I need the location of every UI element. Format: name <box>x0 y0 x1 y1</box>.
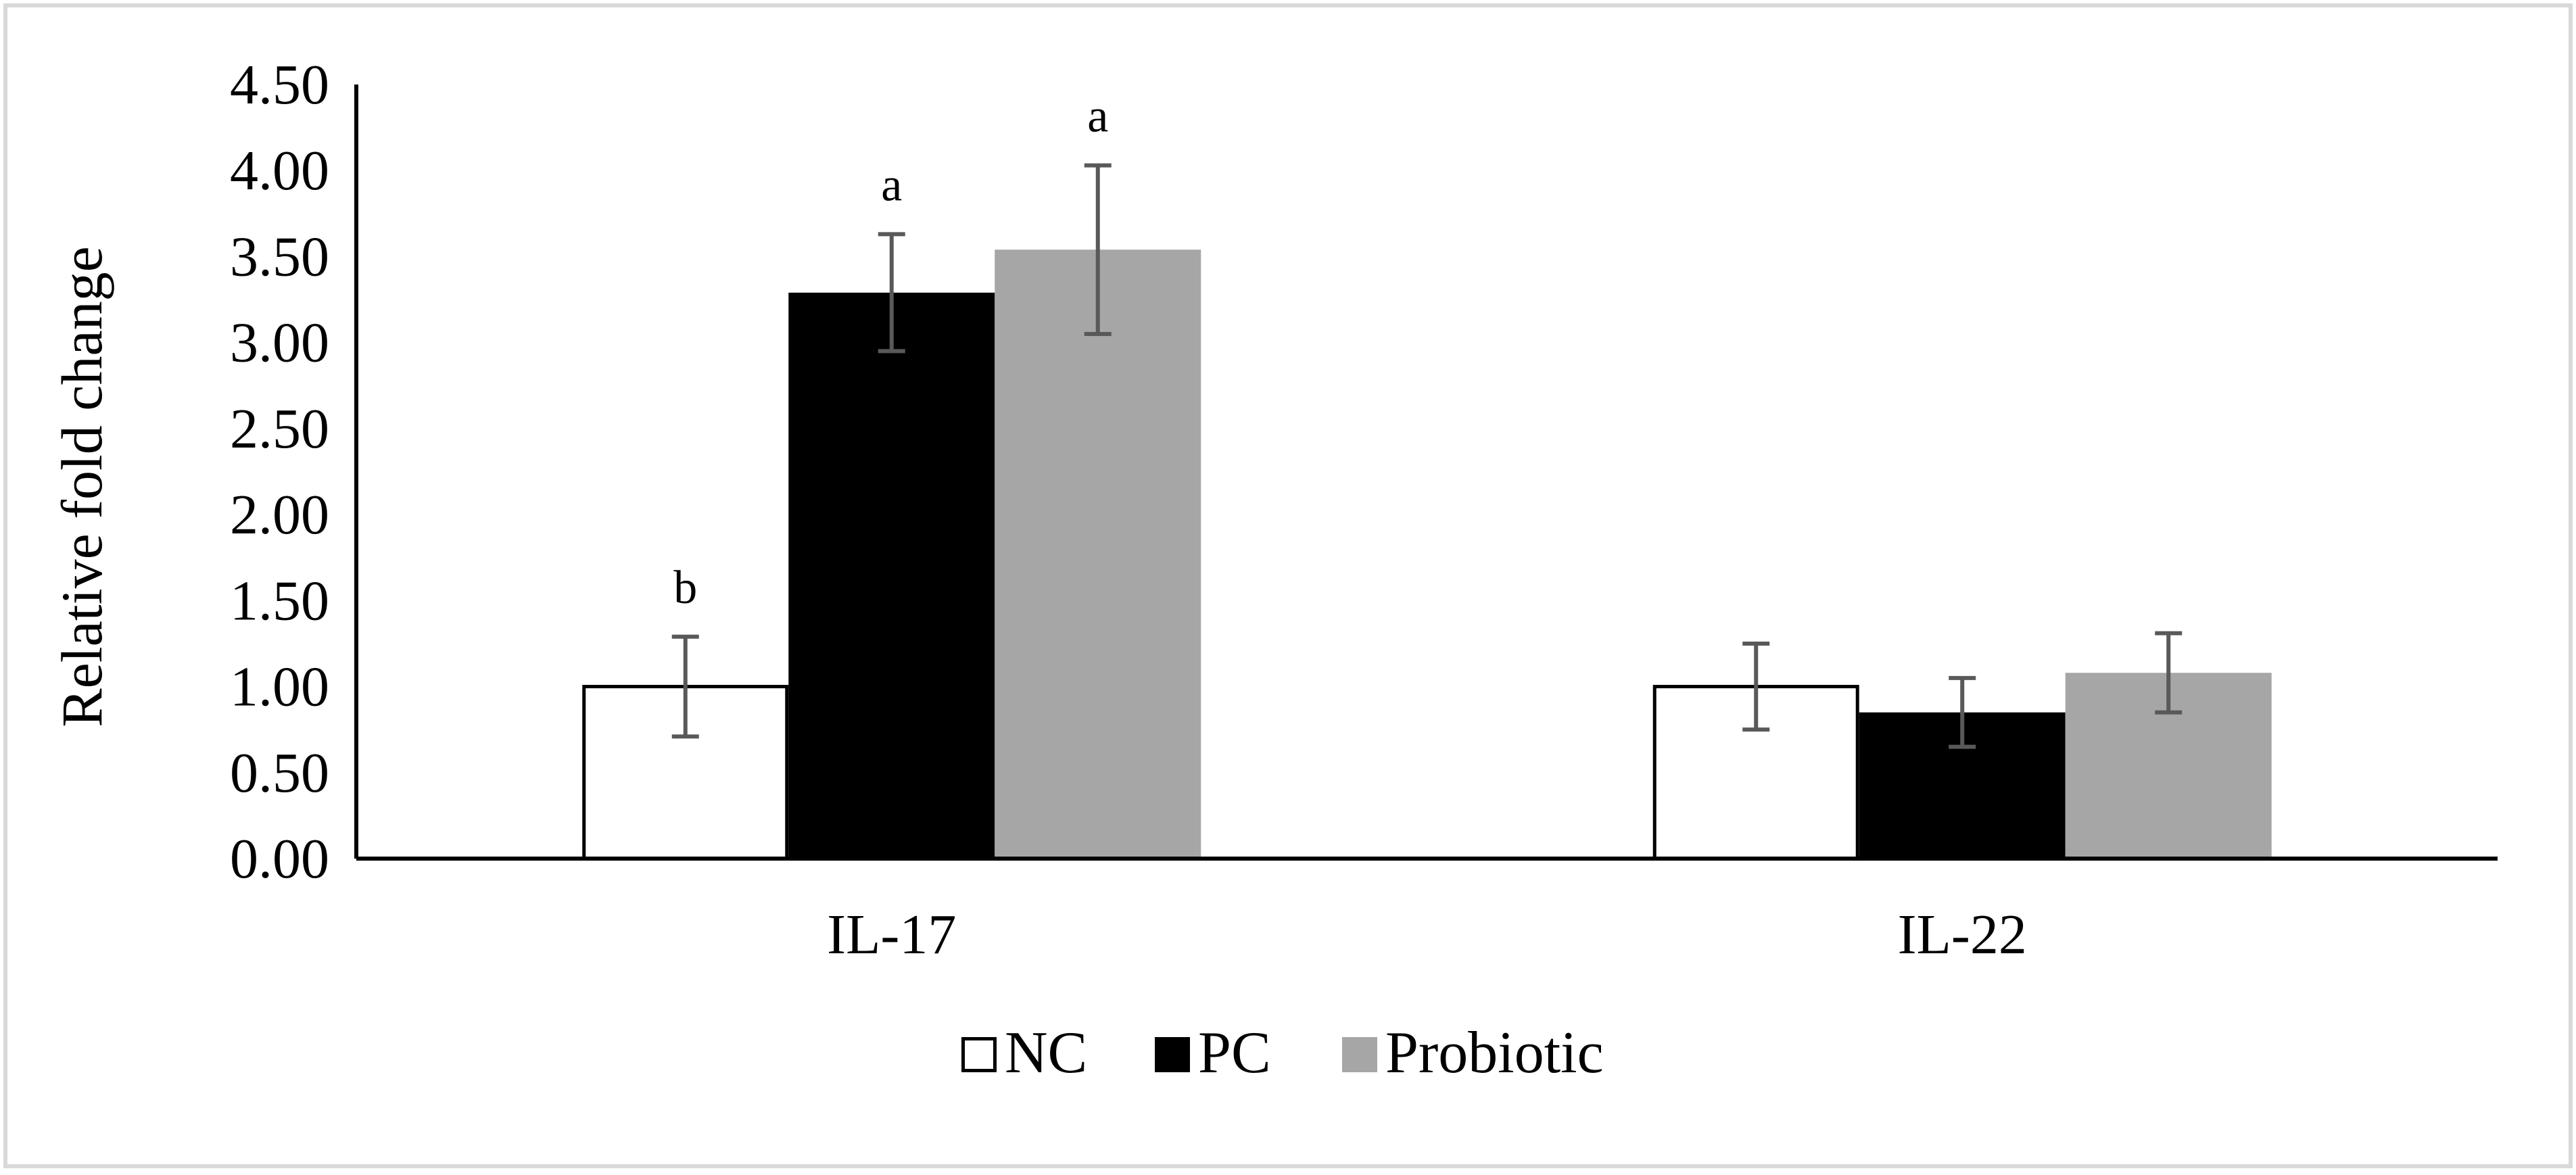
significance-letters: b a a <box>673 91 1108 614</box>
y-tick-label: 0.00 <box>230 828 329 890</box>
error-bar-group <box>671 163 2183 749</box>
y-tick-label: 0.50 <box>230 742 329 805</box>
legend-swatch-nc <box>961 1037 997 1072</box>
legend-label-nc: NC <box>1005 1020 1087 1086</box>
y-axis-title: Relative fold change <box>49 246 114 727</box>
y-tick-label: 2.00 <box>230 483 329 546</box>
y-tick-label: 4.50 <box>230 53 329 116</box>
x-axis-categories: IL-17 IL-22 <box>827 903 2027 966</box>
x-category-label: IL-17 <box>827 903 956 966</box>
bar-probiotic-il-17 <box>995 249 1201 859</box>
figure-border <box>3 3 2573 1168</box>
bar-pc-il-17 <box>788 292 995 859</box>
legend-swatch-pc <box>1155 1037 1190 1072</box>
legend: NC PC Probiotic <box>961 1020 1604 1086</box>
legend-swatch-probiotic <box>1342 1037 1377 1072</box>
significance-letter: b <box>673 562 697 614</box>
bar-group <box>582 249 2272 861</box>
y-tick-label: 2.50 <box>230 398 329 460</box>
y-tick-label: 4.00 <box>230 139 329 202</box>
legend-label-pc: PC <box>1198 1020 1271 1086</box>
significance-letter: a <box>1087 91 1108 143</box>
y-tick-label: 3.50 <box>230 225 329 288</box>
y-axis-ticks: 0.00 0.50 1.00 1.50 2.00 2.50 3.00 3.50 4.00 4.50 <box>230 53 329 890</box>
x-category-label: IL-22 <box>1898 903 2027 966</box>
y-tick-label: 1.50 <box>230 569 329 632</box>
y-tick-label: 3.00 <box>230 312 329 375</box>
significance-letter: a <box>881 159 902 211</box>
legend-label-probiotic: Probiotic <box>1385 1020 1604 1086</box>
y-tick-label: 1.00 <box>230 656 329 719</box>
